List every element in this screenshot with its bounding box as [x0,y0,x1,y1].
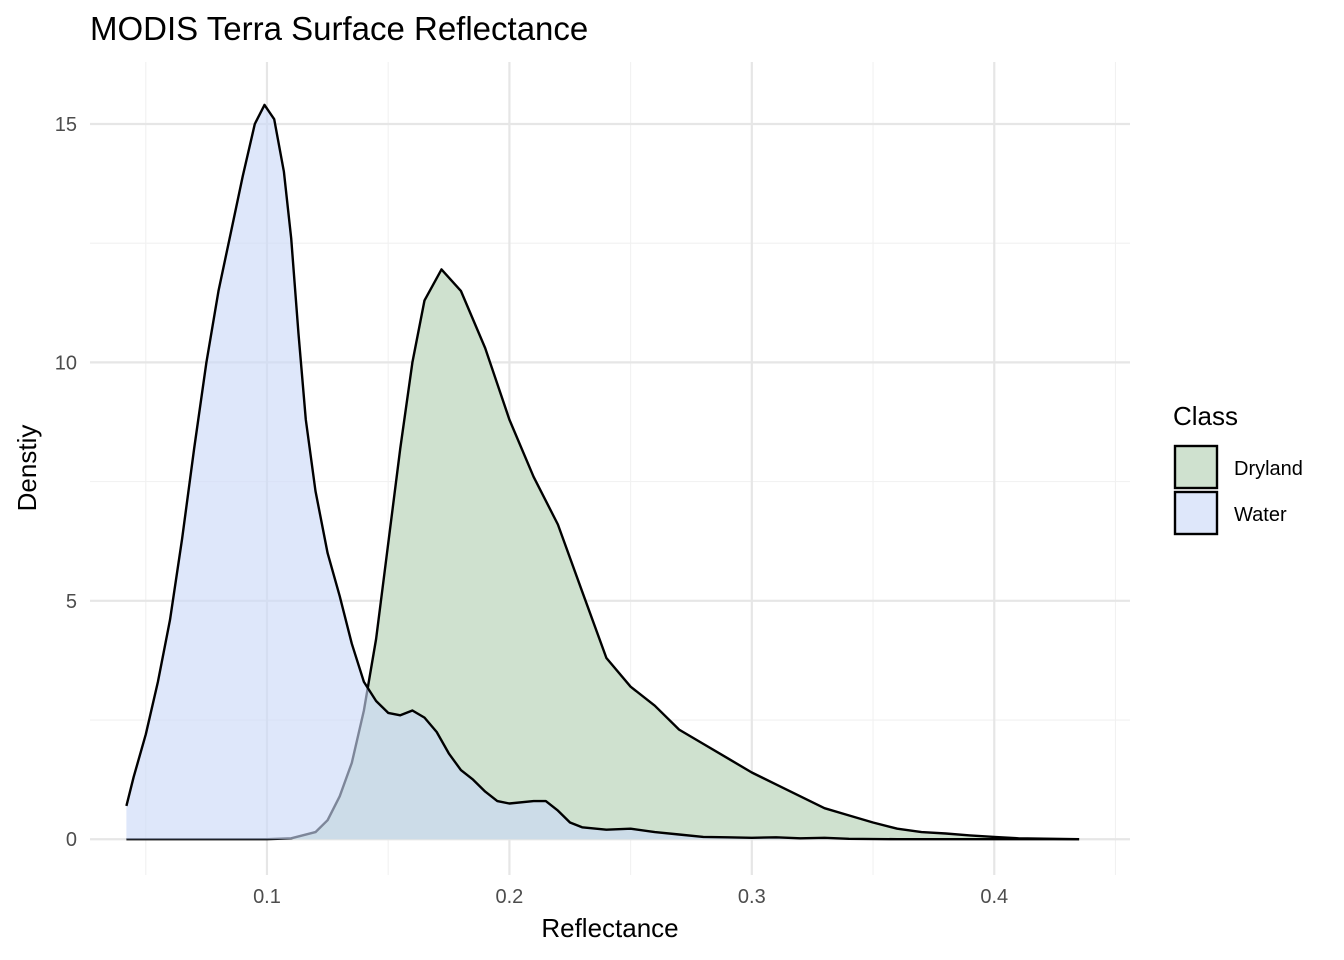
x-tick-label: 0.3 [738,886,766,908]
area-water [126,104,1080,840]
x-axis-title: Reflectance [541,913,678,943]
y-tick-label: 10 [55,352,77,374]
legend: Class Dryland Water [1173,401,1303,536]
legend-key-water: Water [1173,490,1287,536]
y-axis-ticks: 0 5 10 15 [55,114,77,851]
y-tick-label: 0 [66,829,77,851]
legend-swatch [1173,444,1219,490]
x-tick-label: 0.4 [980,886,1008,908]
legend-label: Water [1234,504,1287,526]
curve-water [125,103,1080,841]
density-areas [125,103,1080,841]
x-tick-label: 0.1 [253,886,281,908]
chart-title: MODIS Terra Surface Reflectance [90,10,588,47]
x-axis-ticks: 0.1 0.2 0.3 0.4 [253,886,1008,908]
legend-title: Class [1173,401,1238,431]
x-tick-label: 0.2 [495,886,523,908]
legend-key-dryland: Dryland [1173,444,1303,490]
area-dryland [126,269,1080,840]
y-tick-label: 15 [55,114,77,136]
y-axis-title: Denstiy [12,425,42,512]
y-tick-label: 5 [66,591,77,613]
legend-swatch [1173,490,1219,536]
legend-label: Dryland [1234,458,1303,480]
